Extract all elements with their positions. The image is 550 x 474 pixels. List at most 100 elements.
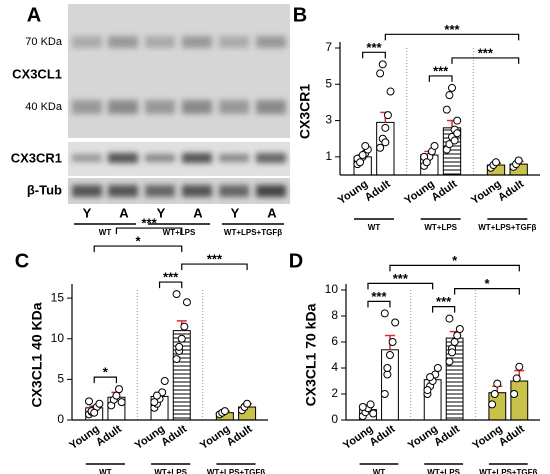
row-label: 40 KDa	[25, 101, 63, 113]
group-label: WT	[368, 223, 381, 232]
data-point	[152, 391, 161, 400]
significance-bracket	[389, 264, 520, 272]
data-point	[453, 129, 462, 138]
bar	[510, 380, 529, 421]
significance-bracket	[384, 33, 520, 41]
data-point	[492, 158, 500, 167]
x-tick-label: Adult	[429, 178, 459, 204]
significance-label: ***	[366, 40, 382, 55]
data-point	[378, 60, 387, 69]
y-tick-label: 5	[57, 372, 64, 386]
group-label: WT	[373, 468, 386, 474]
data-point	[243, 399, 252, 408]
data-point	[442, 105, 451, 114]
data-point	[366, 400, 375, 409]
y-tick-label: 10	[325, 282, 339, 296]
data-point	[361, 141, 370, 150]
data-point	[220, 407, 229, 416]
data-point	[422, 158, 431, 167]
data-point	[426, 373, 435, 382]
significance-label: ***	[371, 289, 387, 304]
group-label: WT+LPS	[424, 223, 457, 232]
blot-cx3cl1	[68, 4, 290, 138]
group-label: WT+LPS+TGFβ	[224, 228, 282, 237]
data-point	[450, 338, 459, 346]
data-point	[182, 298, 191, 307]
y-tick-label: 15	[51, 290, 65, 304]
data-point	[381, 123, 390, 132]
blot-tub	[68, 178, 290, 204]
significance-label: ***	[393, 271, 409, 286]
data-point	[510, 390, 519, 398]
significance-bracket	[367, 300, 391, 308]
significance-label: *	[452, 253, 458, 268]
data-point	[85, 397, 94, 406]
group-label: WT+LPS	[154, 468, 187, 474]
significance-label: ***	[444, 22, 460, 37]
data-point	[515, 362, 524, 371]
significance-label: ***	[436, 294, 452, 309]
significance-label: ***	[433, 63, 449, 78]
data-point	[172, 355, 181, 364]
panel-letter: C	[15, 250, 29, 272]
lane-label: A	[193, 205, 203, 220]
lane-labels: Y A Y A Y A WT WT+LPS WT+LPS+TGFβ	[74, 205, 284, 237]
group-label: WT+LPS+TGFβ	[479, 468, 537, 474]
group-label: WT	[99, 228, 112, 237]
data-point	[383, 111, 392, 120]
data-point	[386, 87, 395, 96]
data-point	[356, 158, 365, 167]
data-point	[172, 290, 181, 299]
data-point	[433, 364, 442, 372]
y-tick-label: 2	[331, 386, 338, 400]
data-point	[455, 325, 464, 333]
significance-bracket	[93, 376, 118, 384]
data-point	[358, 403, 367, 411]
significance-bracket	[93, 245, 183, 253]
y-tick-label: 1	[325, 149, 332, 163]
data-point	[383, 364, 392, 372]
data-point	[514, 156, 523, 165]
y-tick-label: 0	[57, 412, 64, 426]
data-point	[380, 309, 389, 318]
x-tick-label: Adult	[225, 423, 255, 449]
panel-letter: A	[27, 4, 41, 26]
y-axis-label: CX3CL1 40 KDa	[29, 302, 45, 407]
blot-panel: A 70 KDa CX3CL1 40 KDa CX3CR1 β-Tub Y A Y A…	[11, 4, 290, 237]
data-point	[391, 318, 400, 327]
lane-label: Y	[83, 205, 92, 220]
y-tick-label: 6	[331, 334, 338, 348]
y-axis-label: CX3CL1 70 kDa	[303, 303, 319, 406]
group-label: WT+LPS+TGFβ	[207, 468, 265, 474]
data-point	[90, 408, 99, 417]
y-tick-label: 8	[331, 308, 338, 322]
significance-label: *	[484, 276, 490, 291]
row-label: 70 KDa	[25, 36, 63, 48]
significance-label: ***	[163, 270, 179, 285]
data-point	[381, 138, 390, 147]
data-point	[488, 400, 497, 409]
data-point	[448, 348, 457, 357]
significance-bracket	[115, 227, 183, 235]
panel-letter: B	[293, 4, 307, 26]
y-tick-label: 10	[51, 331, 65, 345]
data-point	[358, 151, 367, 160]
group-label: WT+LPS+TGFβ	[478, 223, 536, 232]
data-point	[115, 385, 124, 394]
significance-bracket	[158, 281, 183, 289]
significance-bracket	[367, 282, 434, 290]
x-tick-label: Adult	[159, 423, 189, 449]
group-label: WT+LPS	[163, 228, 196, 237]
y-tick-label: 3	[325, 113, 332, 127]
significance-bracket	[181, 263, 248, 271]
x-tick-label: Adult	[363, 178, 393, 204]
data-point	[376, 69, 385, 78]
data-point	[380, 390, 389, 398]
data-point	[448, 83, 456, 92]
data-point	[112, 391, 121, 400]
lane-label: Y	[157, 205, 166, 220]
y-tick-label: 7	[325, 40, 332, 54]
